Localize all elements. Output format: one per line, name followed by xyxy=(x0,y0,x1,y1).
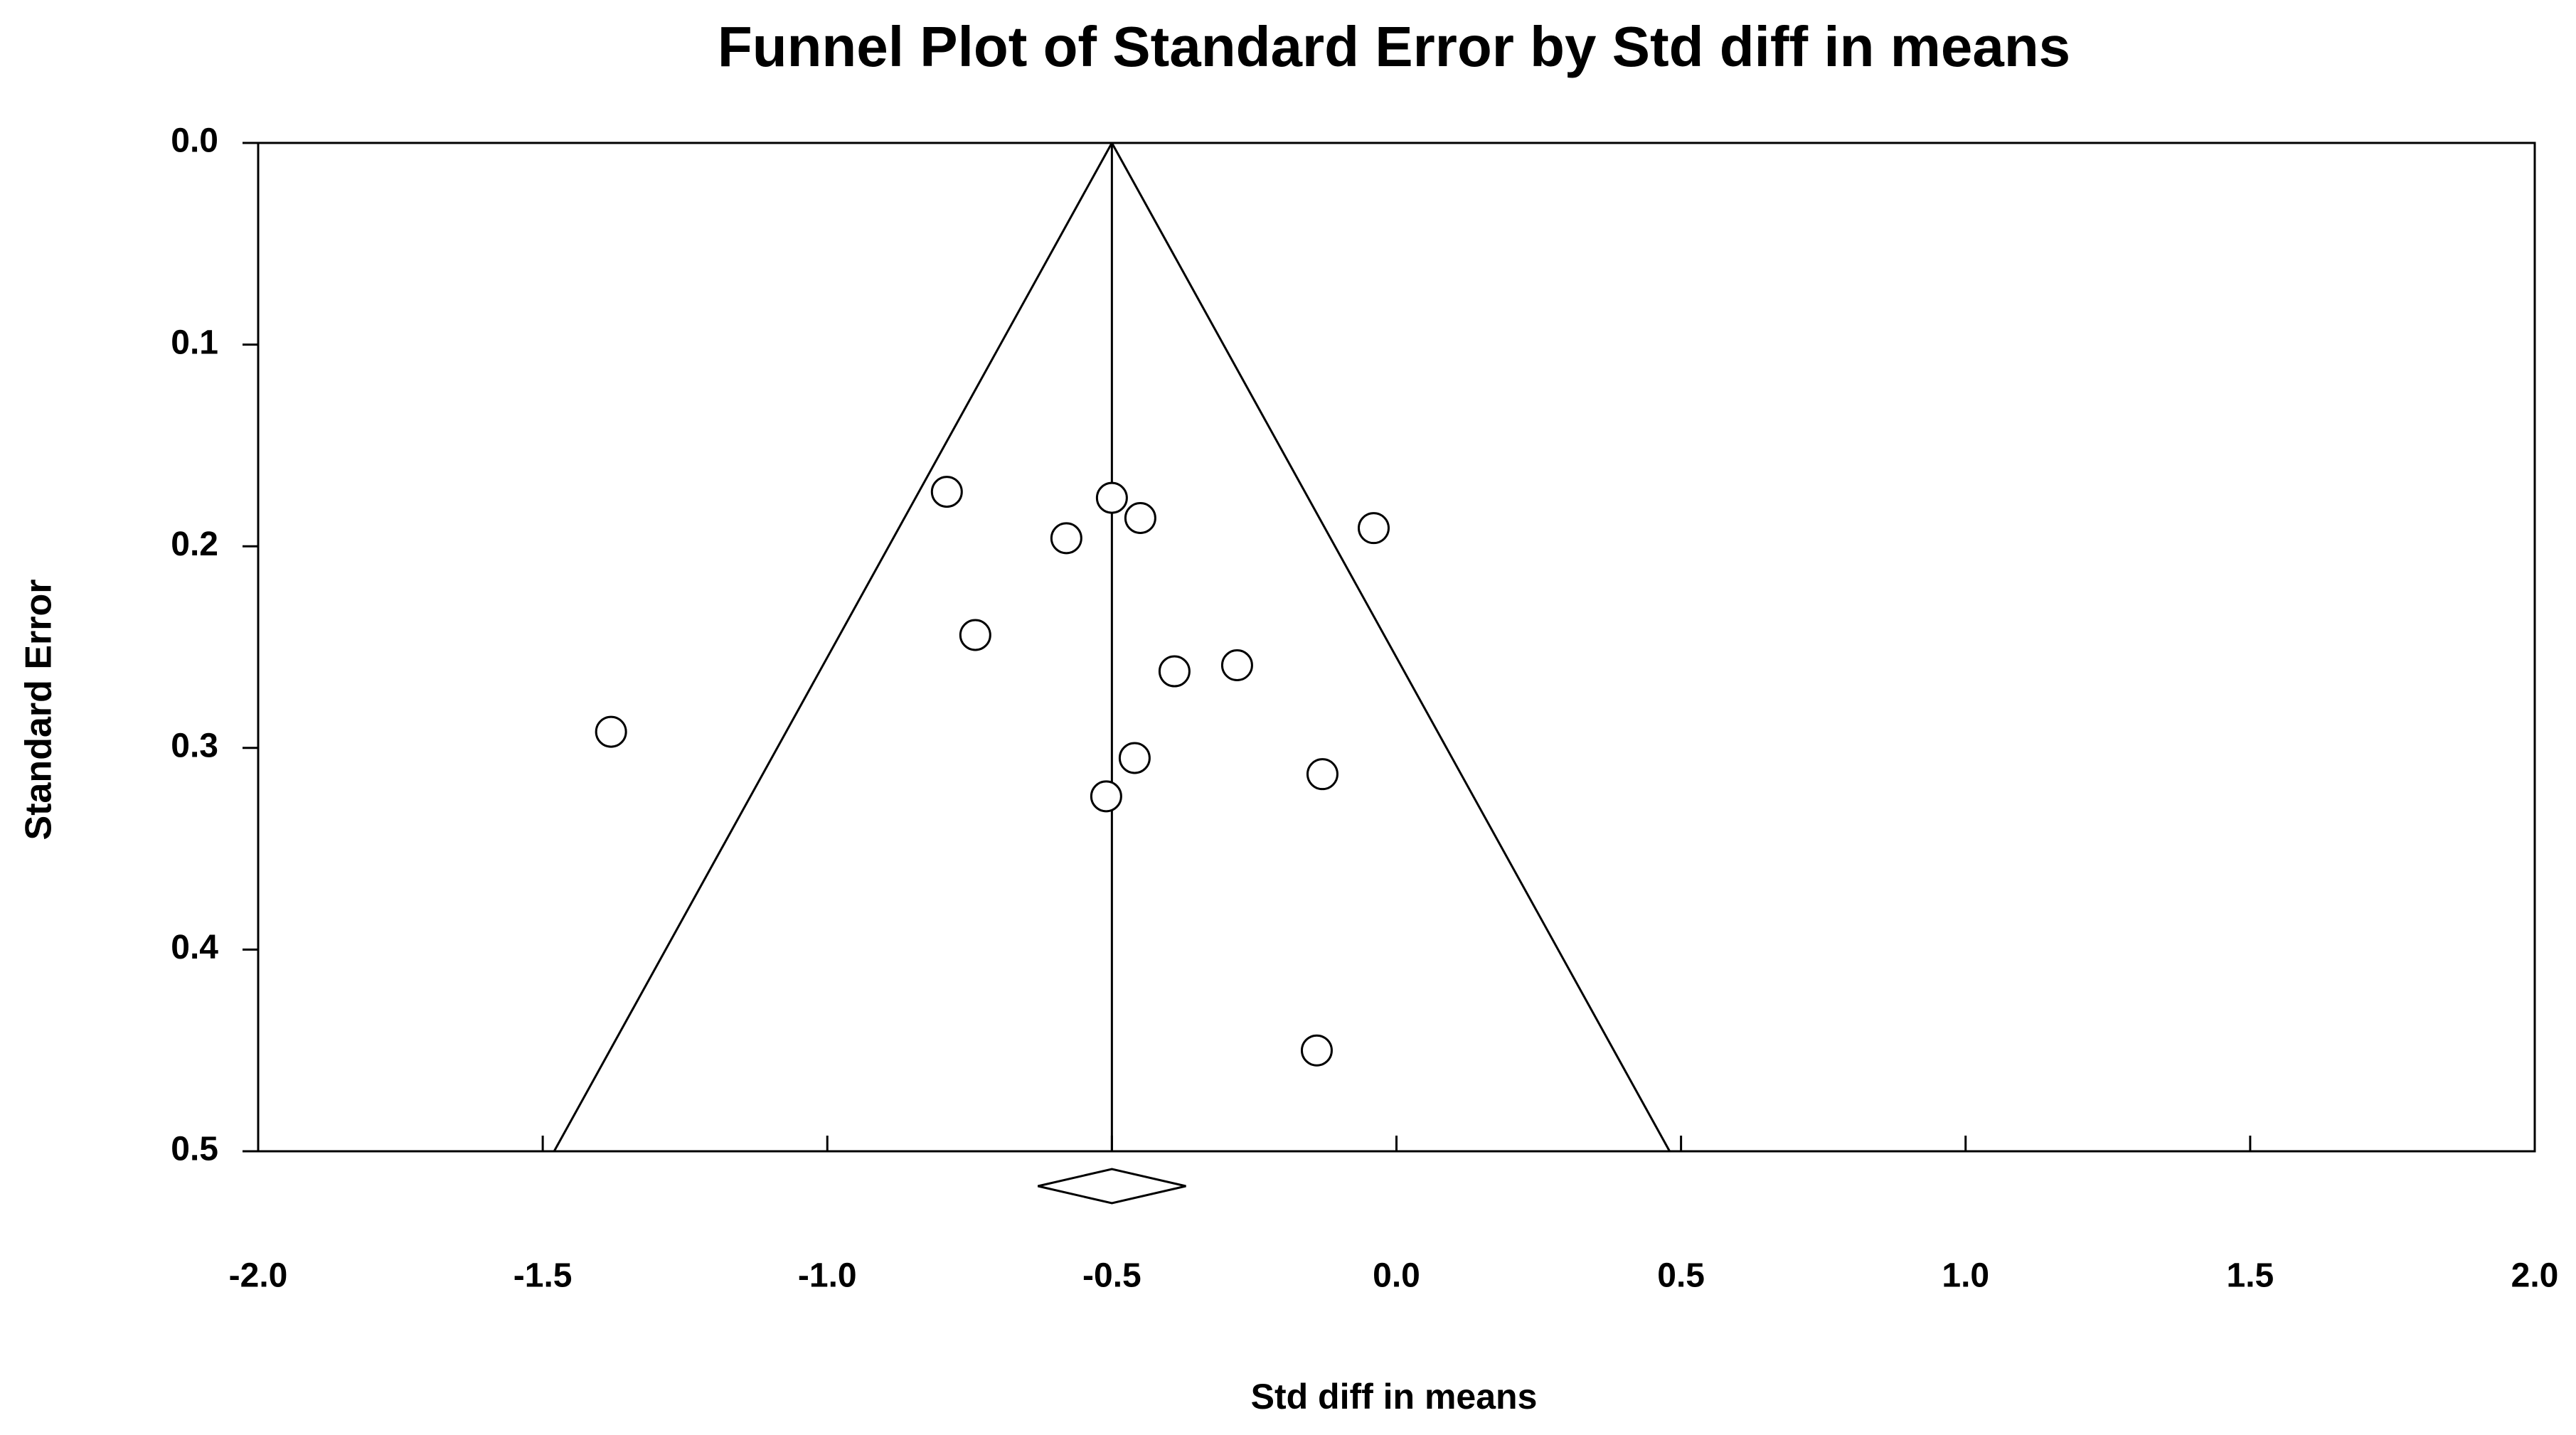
funnel-left xyxy=(553,142,1113,1152)
y-axis-label: Standard Error xyxy=(18,580,60,841)
study-point xyxy=(1090,780,1122,813)
study-point xyxy=(959,619,991,651)
x-tick-label: -1.5 xyxy=(513,1257,573,1295)
x-axis-label: Std diff in means xyxy=(1251,1377,1538,1417)
study-point xyxy=(1357,512,1390,545)
study-point xyxy=(595,715,627,748)
y-tick-label: 0.3 xyxy=(171,727,218,764)
x-tick-label: 0.0 xyxy=(1373,1257,1420,1295)
study-point xyxy=(1118,742,1151,774)
x-tick-label: 1.0 xyxy=(1942,1257,1989,1295)
summary-diamond xyxy=(1038,1168,1186,1205)
x-tick-label: -0.5 xyxy=(1082,1257,1141,1295)
study-point xyxy=(1158,655,1191,688)
y-tick-label: 0.0 xyxy=(171,122,218,160)
study-point xyxy=(1095,481,1128,514)
study-point xyxy=(1220,649,1253,682)
y-tick-label: 0.4 xyxy=(171,929,218,966)
study-point xyxy=(1300,1034,1333,1067)
study-point xyxy=(1124,501,1156,534)
x-tick-label: -2.0 xyxy=(229,1257,288,1295)
study-point xyxy=(930,476,963,508)
y-tick-label: 0.2 xyxy=(171,526,218,563)
x-tick-label: 2.0 xyxy=(2511,1257,2559,1295)
x-tick-label: 0.5 xyxy=(1657,1257,1705,1295)
plot-frame xyxy=(257,142,2536,1153)
y-tick-label: 0.1 xyxy=(171,324,218,361)
chart-title: Funnel Plot of Standard Error by Std dif… xyxy=(718,15,2070,78)
funnel-right xyxy=(1111,142,1671,1152)
study-point xyxy=(1050,522,1082,555)
y-tick-label: 0.5 xyxy=(171,1131,218,1168)
x-tick-label: 1.5 xyxy=(2227,1257,2274,1295)
x-tick-label: -1.0 xyxy=(798,1257,857,1295)
study-point xyxy=(1306,758,1338,791)
